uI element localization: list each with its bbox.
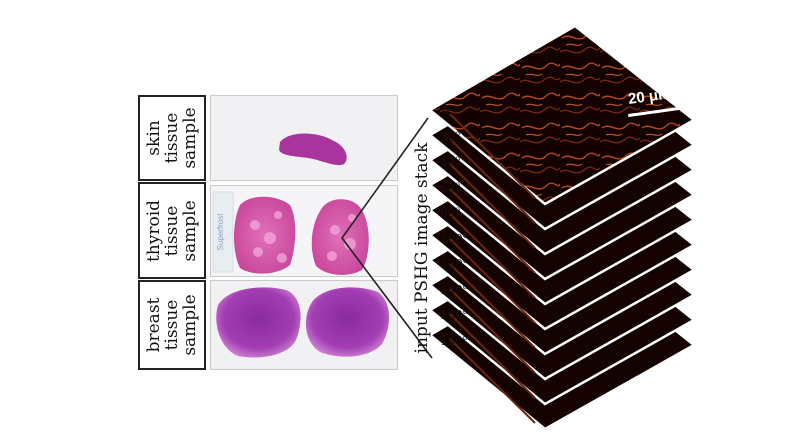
scale-bar: 20 μm	[624, 85, 688, 118]
thyroid-sample-label: thyroid tissue sample	[138, 182, 206, 279]
angle-label: 180o	[440, 332, 468, 348]
thyroid-follicles-right	[327, 214, 356, 261]
angle-label: 40o	[440, 154, 461, 169]
angle-label: 80o	[440, 205, 461, 220]
angle-label: 120o	[440, 256, 468, 271]
angle-label: 20o	[440, 128, 461, 144]
layer-edge-texture	[449, 113, 536, 199]
layer-edge-texture	[449, 163, 536, 249]
layer-edge-texture	[449, 263, 536, 349]
layer-edge-texture	[449, 138, 536, 224]
angle-label: 140o	[440, 281, 468, 297]
layer-edge-texture	[449, 188, 536, 274]
layer-edge-texture	[449, 213, 536, 299]
breast-sample-label: breast tissue sample	[138, 280, 206, 370]
scale-bar-line	[628, 105, 686, 118]
stack-label: input PSHG image stack	[412, 142, 432, 354]
thyroid-follicles-left	[250, 211, 287, 263]
angle-label: 60o	[440, 179, 461, 195]
angle-label: 100o	[440, 230, 468, 246]
angle-label: 0o	[442, 103, 455, 118]
slide-sticker-text: Superfrost	[216, 213, 225, 251]
zoom-connector	[341, 117, 433, 359]
slide-sticker	[212, 191, 234, 273]
layer-edge-texture	[449, 238, 536, 324]
breast-tissue-left	[216, 287, 301, 358]
breast-tissue-right	[305, 287, 390, 357]
layer-edge-texture	[449, 313, 536, 399]
angle-label: 160o	[440, 307, 468, 322]
scale-bar-text: 20 μm	[627, 85, 673, 108]
skin-tissue	[279, 133, 347, 166]
skin-sample-label: skin tissue sample	[138, 95, 206, 181]
layer-edge-texture	[449, 338, 536, 424]
layer-edge-texture	[449, 288, 536, 374]
